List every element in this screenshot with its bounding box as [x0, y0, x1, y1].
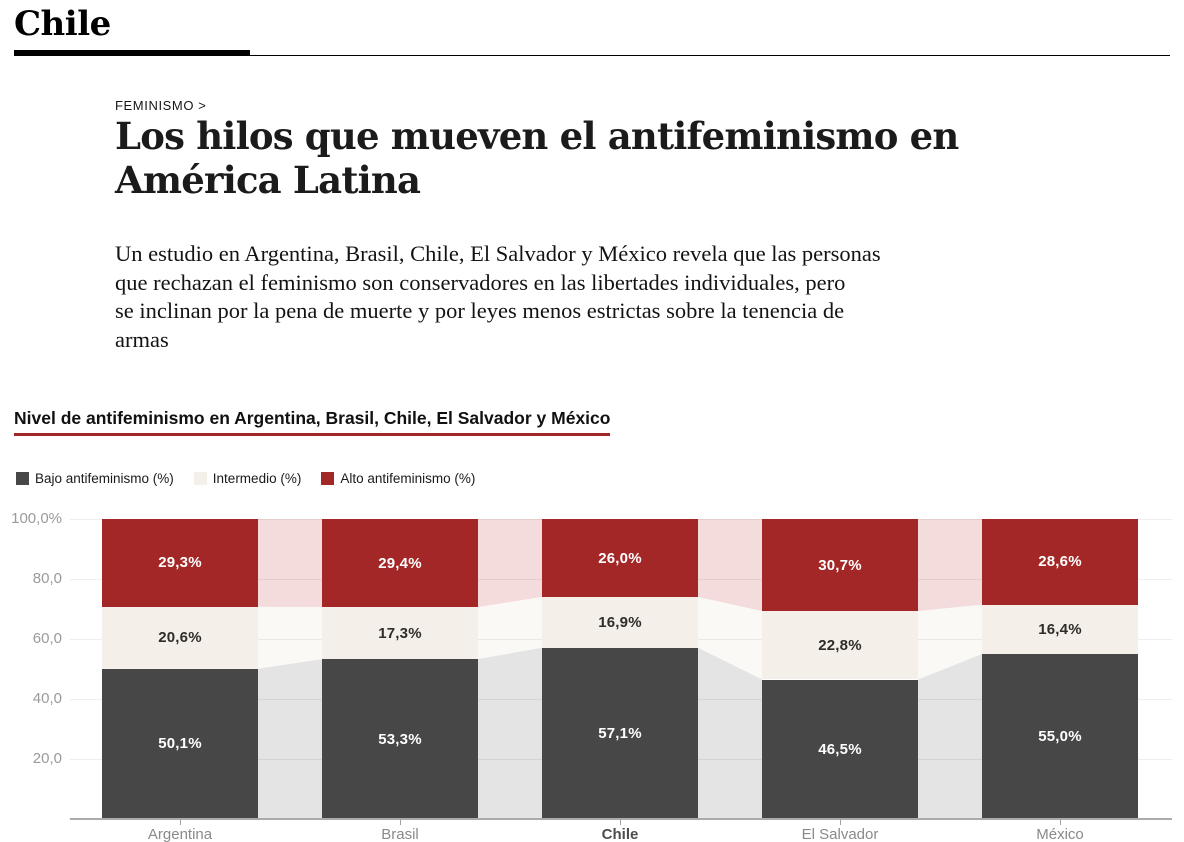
y-tick-label: 20,0 — [32, 750, 62, 767]
bar-segment-Brasil-1: 17,3% — [322, 607, 478, 660]
article-standfirst: Un estudio en Argentina, Brasil, Chile, … — [115, 241, 881, 352]
chart-legend: Bajo antifeminismo (%) Intermedio (%) Al… — [16, 471, 475, 486]
legend-swatch-alto — [321, 472, 335, 485]
connector-bajo — [478, 647, 542, 819]
connector-alto — [478, 519, 542, 608]
bar-segment-México-1: 16,4% — [982, 604, 1138, 654]
chart-plot: 100,0% 80,0 60,0 40,0 20,0 50,1% 20,6% 29,3% 53,… — [0, 505, 1184, 842]
masthead-rule-thick — [14, 50, 250, 56]
legend-item-intermedio: Intermedio (%) — [193, 471, 302, 486]
connector-intermedio — [478, 597, 542, 660]
masthead-rule-thin — [250, 55, 1170, 56]
legend-swatch-bajo — [16, 472, 29, 485]
bar-segment-Brasil-2: 29,4% — [322, 519, 478, 608]
axis-tick — [180, 820, 181, 825]
bar-segment-Brasil-0: 53,3% — [322, 659, 478, 819]
y-tick-label: 60,0 — [32, 630, 62, 647]
connector-alto — [698, 519, 762, 612]
value-label: 20,6% — [158, 629, 202, 647]
value-label: 26,0% — [598, 549, 642, 567]
bar-segment-Chile-2: 26,0% — [542, 519, 698, 597]
value-label: 57,1% — [598, 724, 642, 742]
chart-title: Nivel de antifeminismo en Argentina, Bra… — [14, 408, 611, 436]
value-label: 29,4% — [378, 554, 422, 572]
section-masthead-link[interactable]: Chile — [14, 4, 111, 44]
y-tick-label: 80,0 — [32, 570, 62, 587]
x-axis-line — [70, 818, 1172, 820]
x-category-label-Argentina: Argentina — [147, 826, 213, 842]
value-label: 16,4% — [1038, 620, 1082, 638]
value-label: 29,3% — [158, 554, 202, 572]
bar-segment-Chile-1: 16,9% — [542, 597, 698, 648]
value-label: 46,5% — [818, 740, 862, 758]
axis-tick — [620, 820, 621, 825]
legend-item-alto: Alto antifeminismo (%) — [321, 471, 475, 486]
x-category-label-Chile: Chile — [601, 826, 639, 842]
connector-alto — [258, 519, 322, 608]
value-label: 16,9% — [598, 613, 642, 631]
bar-segment-El Salvador-1: 22,8% — [762, 611, 918, 680]
legend-label-intermedio: Intermedio (%) — [212, 471, 302, 486]
value-label: 53,3% — [378, 730, 422, 748]
connector-intermedio — [698, 597, 762, 680]
bar-segment-El Salvador-2: 30,7% — [762, 519, 918, 612]
connector-bajo — [258, 659, 322, 819]
x-category-label-Brasil: Brasil — [381, 826, 419, 842]
value-label: 17,3% — [378, 624, 422, 642]
value-label: 55,0% — [1038, 728, 1082, 745]
connector-intermedio — [258, 606, 322, 669]
value-label: 22,8% — [818, 636, 862, 654]
bar-segment-México-2: 28,6% — [982, 519, 1138, 605]
axis-tick — [1060, 820, 1061, 825]
legend-item-bajo: Bajo antifeminismo (%) — [16, 471, 174, 486]
connector-bajo — [698, 647, 762, 819]
connector-areas — [258, 519, 982, 819]
kicker-link[interactable]: FEMINISMO > — [115, 98, 207, 113]
connector-alto — [918, 519, 982, 612]
value-label: 50,1% — [158, 735, 202, 753]
value-label: 30,7% — [818, 556, 862, 574]
connector-bajo — [918, 654, 982, 819]
bar-segment-Chile-0: 57,1% — [542, 647, 698, 819]
legend-label-bajo: Bajo antifeminismo (%) — [35, 471, 174, 486]
legend-swatch-intermedio — [193, 472, 207, 485]
legend-label-alto: Alto antifeminismo (%) — [340, 471, 476, 486]
value-label: 28,6% — [1038, 553, 1082, 571]
bar-segment-Argentina-0: 50,1% — [102, 668, 258, 819]
bar-segment-México-0: 55,0% — [982, 654, 1138, 819]
axis-tick — [840, 820, 841, 825]
bar-segment-El Salvador-0: 46,5% — [762, 679, 918, 819]
bar-segment-Argentina-2: 29,3% — [102, 519, 258, 607]
article-headline: Los hilos que mueven el antifeminismo en… — [115, 114, 959, 202]
bar-segment-Argentina-1: 20,6% — [102, 606, 258, 669]
connector-intermedio — [918, 604, 982, 680]
y-tick-label: 40,0 — [32, 690, 62, 707]
x-category-label-El Salvador: El Salvador — [801, 826, 879, 842]
axis-tick — [400, 820, 401, 825]
y-tick-label: 100,0% — [11, 510, 62, 527]
x-category-label-México: México — [1036, 826, 1084, 842]
